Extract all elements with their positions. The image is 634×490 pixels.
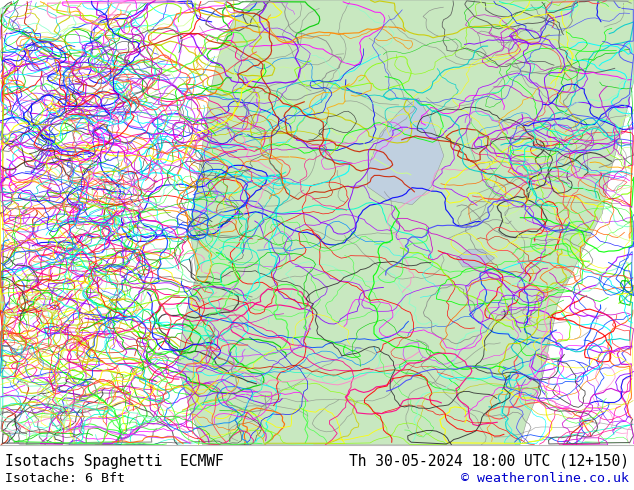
Text: © weatheronline.co.uk: © weatheronline.co.uk [461, 472, 629, 486]
Polygon shape [368, 98, 444, 205]
Polygon shape [178, 0, 634, 445]
Text: Isotachs Spaghetti  ECMWF: Isotachs Spaghetti ECMWF [5, 454, 224, 469]
Text: Isotache: 6 Bft: Isotache: 6 Bft [5, 472, 125, 486]
Polygon shape [456, 249, 495, 267]
Text: Th 30-05-2024 18:00 UTC (12+150): Th 30-05-2024 18:00 UTC (12+150) [349, 454, 629, 469]
